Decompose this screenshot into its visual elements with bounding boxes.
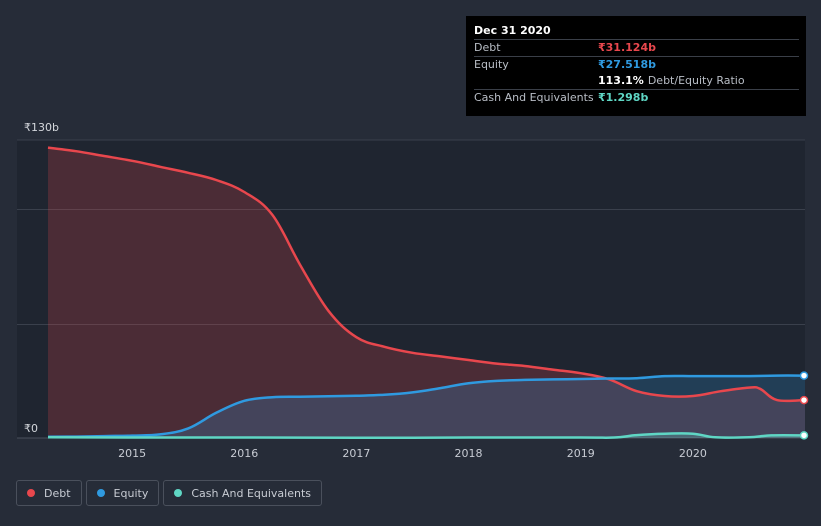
x-tick-label: 2015	[118, 447, 146, 460]
series-lines	[47, 146, 806, 440]
end-marker-cash-and-equivalents	[799, 431, 809, 440]
series-end-markers	[799, 371, 809, 440]
tooltip-row-equity: Equity ₹27.518b	[474, 56, 799, 73]
legend-label: Cash And Equivalents	[191, 486, 311, 500]
area-debt	[48, 147, 805, 438]
tooltip-value-equity: ₹27.518b	[598, 58, 656, 71]
x-tick-label: 2018	[455, 447, 483, 460]
tooltip-value-ratio: 113.1%	[598, 74, 644, 87]
tooltip-ratio-caption: Debt/Equity Ratio	[647, 74, 745, 87]
tooltip-label: Equity	[474, 58, 509, 71]
legend-item-debt[interactable]: Debt	[16, 480, 82, 506]
y-axis-top-label: ₹130b	[24, 121, 59, 134]
tooltip-row-ratio: 113.1% Debt/Equity Ratio	[474, 73, 799, 89]
legend-label: Debt	[44, 486, 71, 500]
legend-dot-icon	[174, 489, 183, 497]
tooltip-label: Debt	[474, 41, 501, 54]
end-marker-equity	[799, 371, 809, 380]
tooltip-date: Dec 31 2020	[474, 24, 551, 37]
legend-dot-icon	[27, 489, 35, 497]
end-marker-debt	[799, 395, 809, 405]
legend-dot-icon	[96, 489, 105, 497]
line-equity	[47, 374, 806, 439]
tooltip-value-debt: ₹31.124b	[598, 41, 656, 54]
x-tick-label: 2019	[567, 447, 595, 460]
legend-item-cash[interactable]: Cash And Equivalents	[163, 480, 322, 506]
x-tick-label: 2016	[230, 447, 258, 460]
tooltip-label: Cash And Equivalents	[474, 91, 594, 104]
x-tick-label: 2020	[679, 447, 707, 460]
tooltip-value-cash: ₹1.298b	[598, 91, 649, 104]
x-tick-label: 2017	[342, 447, 370, 460]
legend-label: Equity	[113, 486, 149, 500]
tooltip-label	[474, 73, 598, 89]
chart-legend: Debt Equity Cash And Equivalents	[16, 480, 322, 506]
legend-item-equity[interactable]: Equity	[85, 480, 160, 506]
tooltip-panel: Dec 31 2020 Debt ₹31.124b Equity ₹27.518…	[466, 16, 806, 116]
plot-background	[17, 140, 805, 438]
tooltip-row-cash: Cash And Equivalents ₹1.298b	[474, 89, 799, 106]
area-equity	[48, 375, 805, 438]
line-cash-and-equivalents	[47, 432, 806, 440]
x-axis-ticks: 2015 2016 2017 2018 2019 2020	[118, 447, 707, 460]
y-axis-bottom-label: ₹0	[24, 422, 38, 435]
tooltip-row-debt: Debt ₹31.124b	[474, 39, 799, 56]
line-debt	[47, 146, 806, 403]
